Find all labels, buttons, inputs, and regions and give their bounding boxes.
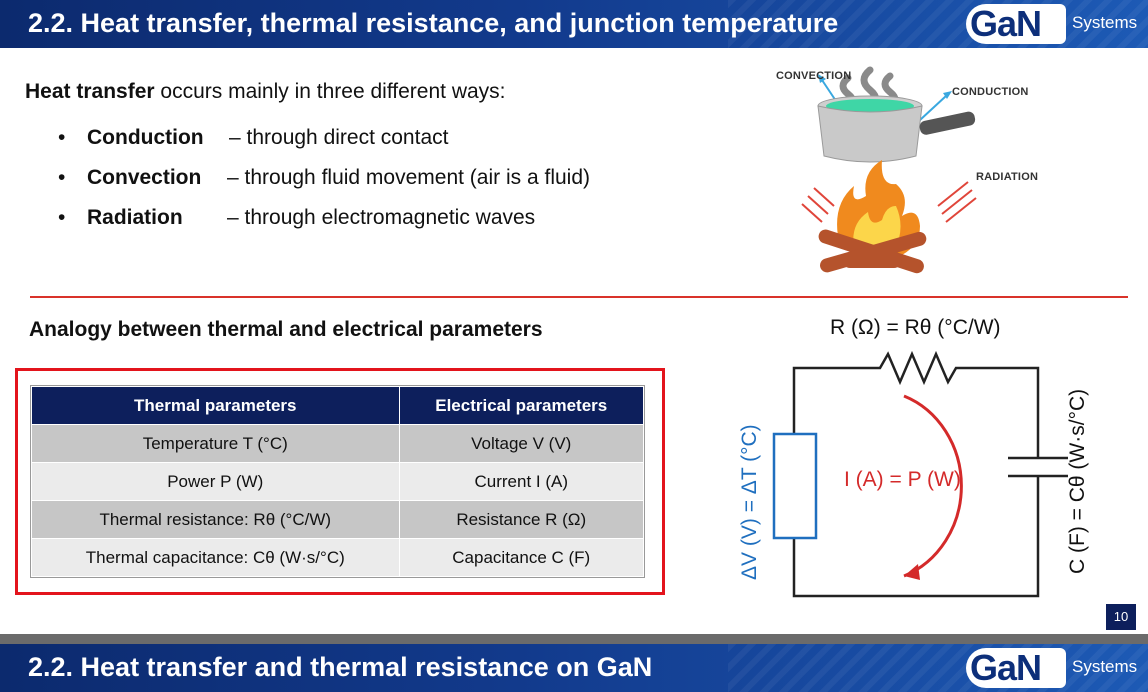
bullet-dot: • <box>58 166 66 189</box>
current-arrowhead-icon <box>904 564 920 580</box>
gan-systems-logo: GaN Systems <box>966 647 1148 688</box>
capacitor-label: C (F) = Cθ (W·s/°C) <box>1066 388 1089 574</box>
table-cell: Capacitance C (F) <box>398 538 644 577</box>
table-row: Power P (W) Current I (A) <box>31 462 644 501</box>
bullet-desc: – through fluid movement (air is a fluid… <box>227 166 590 189</box>
slide-title: 2.2. Heat transfer and thermal resistanc… <box>28 652 653 682</box>
parameters-table: Thermal parameters Electrical parameters… <box>30 385 645 578</box>
voltage-source-box <box>772 432 818 540</box>
intro-text: Heat transfer occurs mainly in three dif… <box>25 78 506 106</box>
bullet-desc: – through direct contact <box>229 126 449 149</box>
table-row: Thermal capacitance: Cθ (W·s/°C) Capacit… <box>31 538 644 577</box>
table-cell: Thermal capacitance: Cθ (W·s/°C) <box>31 538 400 577</box>
title-bar: 2.2. Heat transfer, thermal resistance, … <box>0 0 1148 48</box>
logo-word: Systems <box>1072 657 1138 676</box>
table-row: Temperature T (°C) Voltage V (V) <box>31 424 644 463</box>
logo-mark-text: GaN <box>970 3 1042 44</box>
table-header-row: Thermal parameters Electrical parameters <box>31 386 644 425</box>
pot-body-icon <box>817 105 923 163</box>
arrowhead-icon <box>943 91 952 99</box>
table-cell: Current I (A) <box>398 462 644 501</box>
bullet-dot: • <box>58 126 66 149</box>
resistor-label: R (Ω) = Rθ (°C/W) <box>830 316 1001 339</box>
logo-mark-text: GaN <box>970 647 1042 688</box>
table-cell: Thermal resistance: Rθ (°C/W) <box>31 500 400 539</box>
radiation-arrows-right-icon <box>937 181 977 223</box>
radiation-label: RADIATION <box>976 171 1039 183</box>
conduction-label: CONDUCTION <box>952 86 1029 98</box>
bullet-desc: – through electromagnetic waves <box>227 206 536 229</box>
circuit-wires <box>792 350 1068 598</box>
table-cell: Voltage V (V) <box>398 424 644 463</box>
firewood-icon <box>818 229 927 274</box>
equivalent-circuit: R (Ω) = Rθ (°C/W) I (A) = P (W) ΔV (V) =… <box>720 306 1140 616</box>
water-icon <box>826 99 914 113</box>
bullet-term: Radiation <box>87 206 183 229</box>
intro-bold: Heat transfer <box>25 80 155 103</box>
pot-fire-drawing <box>801 66 977 274</box>
table-cell: Temperature T (°C) <box>31 424 400 463</box>
slide-10: 2.2. Heat transfer, thermal resistance, … <box>0 0 1148 634</box>
analogy-heading: Analogy between thermal and electrical p… <box>29 318 543 341</box>
voltage-label: ΔV (V) = ΔT (°C) <box>738 424 761 580</box>
gan-systems-logo: GaN Systems <box>966 3 1148 44</box>
circuit-drawing <box>772 350 1068 598</box>
logo-mark: GaN <box>966 3 1066 44</box>
thermal-header: Thermal parameters <box>31 386 400 425</box>
parameters-table-highlight: Thermal parameters Electrical parameters… <box>15 368 665 595</box>
radiation-arrows-left-icon <box>801 187 835 223</box>
slide-11: 2.2. Heat transfer and thermal resistanc… <box>0 644 1148 692</box>
conduction-arrow-icon <box>919 95 947 121</box>
table-cell: Resistance R (Ω) <box>398 500 644 539</box>
bullet-term: Conduction <box>87 126 204 149</box>
current-loop-arrow <box>903 394 963 578</box>
logo-word: Systems <box>1072 13 1138 32</box>
logo-mark: GaN <box>966 647 1066 688</box>
slide-title: 2.2. Heat transfer, thermal resistance, … <box>28 8 839 38</box>
title-bar: 2.2. Heat transfer and thermal resistanc… <box>0 644 1148 692</box>
electrical-header: Electrical parameters <box>398 386 644 425</box>
bullet-dot: • <box>58 206 66 229</box>
current-label: I (A) = P (W) <box>844 468 961 491</box>
bullet-term: Convection <box>87 166 202 189</box>
table-row: Thermal resistance: Rθ (°C/W) Resistance… <box>31 500 644 539</box>
page-number: 10 <box>1106 604 1136 630</box>
arrowhead-icon <box>818 74 826 83</box>
convection-label: CONVECTION <box>776 70 852 82</box>
section-divider <box>30 296 1128 298</box>
table-cell: Power P (W) <box>31 462 400 501</box>
pot-handle-icon <box>919 111 976 135</box>
heat-transfer-illustration: CONVECTION CONDUCTION RADIATION <box>770 56 1070 296</box>
intro-rest: occurs mainly in three different ways: <box>154 80 506 103</box>
